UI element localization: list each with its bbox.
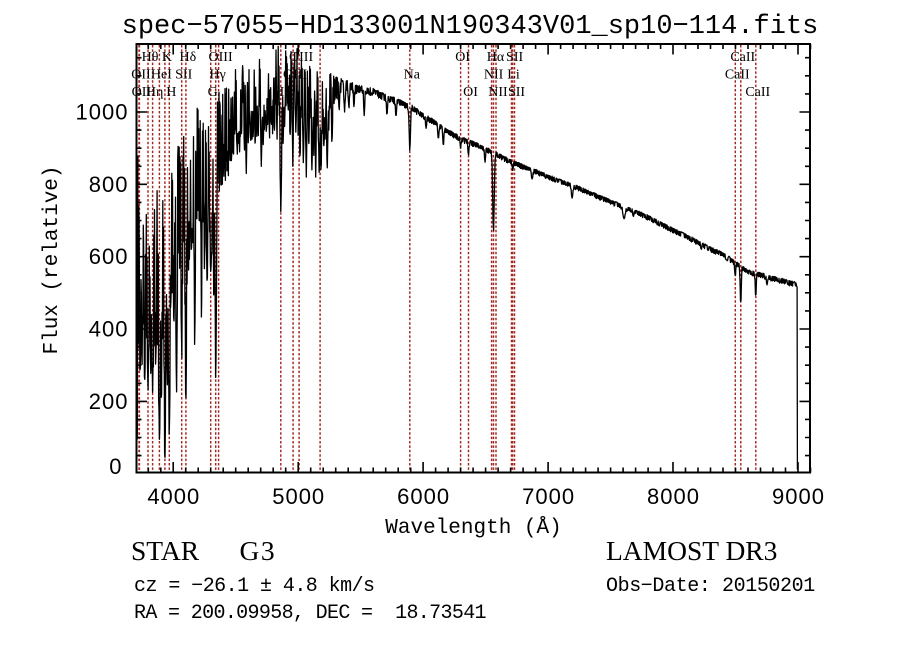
svg-text:NII: NII xyxy=(488,85,508,100)
svg-text:4000: 4000 xyxy=(147,484,200,509)
svg-text:Hθ: Hθ xyxy=(142,50,159,65)
svg-text:NII: NII xyxy=(484,68,504,83)
svg-text:G: G xyxy=(208,85,218,100)
svg-text:Li: Li xyxy=(507,68,520,83)
svg-text:CaII: CaII xyxy=(745,85,770,100)
svg-text:Hδ: Hδ xyxy=(180,50,197,65)
svg-text:800: 800 xyxy=(89,172,129,197)
svg-text:RA = 200.09958, DEC = 18.7354: RA = 200.09958, DEC = 18.73541 xyxy=(134,602,487,625)
svg-text:Flux (relative): Flux (relative) xyxy=(41,165,64,354)
svg-text:CaII: CaII xyxy=(730,50,755,65)
svg-text:OI: OI xyxy=(455,50,470,65)
svg-text:G3: G3 xyxy=(240,535,277,566)
svg-text:400: 400 xyxy=(89,317,129,342)
svg-text:spec−57055−HD133001N190343V01_: spec−57055−HD133001N190343V01_sp10−114.f… xyxy=(122,12,819,42)
svg-text:Obs−Date: 20150201: Obs−Date: 20150201 xyxy=(606,575,815,598)
svg-text:6000: 6000 xyxy=(397,484,450,509)
svg-text:9000: 9000 xyxy=(772,484,825,509)
svg-text:Na: Na xyxy=(404,68,421,83)
svg-text:OIII: OIII xyxy=(209,50,233,65)
svg-text:600: 600 xyxy=(89,244,129,269)
svg-text:8000: 8000 xyxy=(647,484,700,509)
svg-text:OI: OI xyxy=(463,85,478,100)
svg-text:Hα: Hα xyxy=(487,50,505,65)
svg-text:Wavelength (Å): Wavelength (Å) xyxy=(385,517,561,540)
svg-text:0: 0 xyxy=(109,454,122,479)
svg-text:SII: SII xyxy=(175,68,192,83)
svg-text:cz = −26.1 ± 4.8 km/s: cz = −26.1 ± 4.8 km/s xyxy=(134,575,375,598)
svg-text:200: 200 xyxy=(89,389,129,414)
svg-text:5000: 5000 xyxy=(272,484,325,509)
svg-text:CaII: CaII xyxy=(725,68,750,83)
svg-text:SII: SII xyxy=(506,50,523,65)
svg-text:K: K xyxy=(162,50,172,65)
svg-text:SII: SII xyxy=(508,85,525,100)
svg-text:STAR: STAR xyxy=(131,535,200,566)
svg-text:Hη: Hη xyxy=(146,85,163,100)
svg-text:7000: 7000 xyxy=(522,484,575,509)
svg-text:H: H xyxy=(166,85,176,100)
svg-text:LAMOST DR3: LAMOST DR3 xyxy=(606,535,777,566)
svg-text:1000: 1000 xyxy=(76,100,129,125)
svg-text:Hγ: Hγ xyxy=(210,68,226,83)
svg-text:HeI: HeI xyxy=(151,68,172,83)
